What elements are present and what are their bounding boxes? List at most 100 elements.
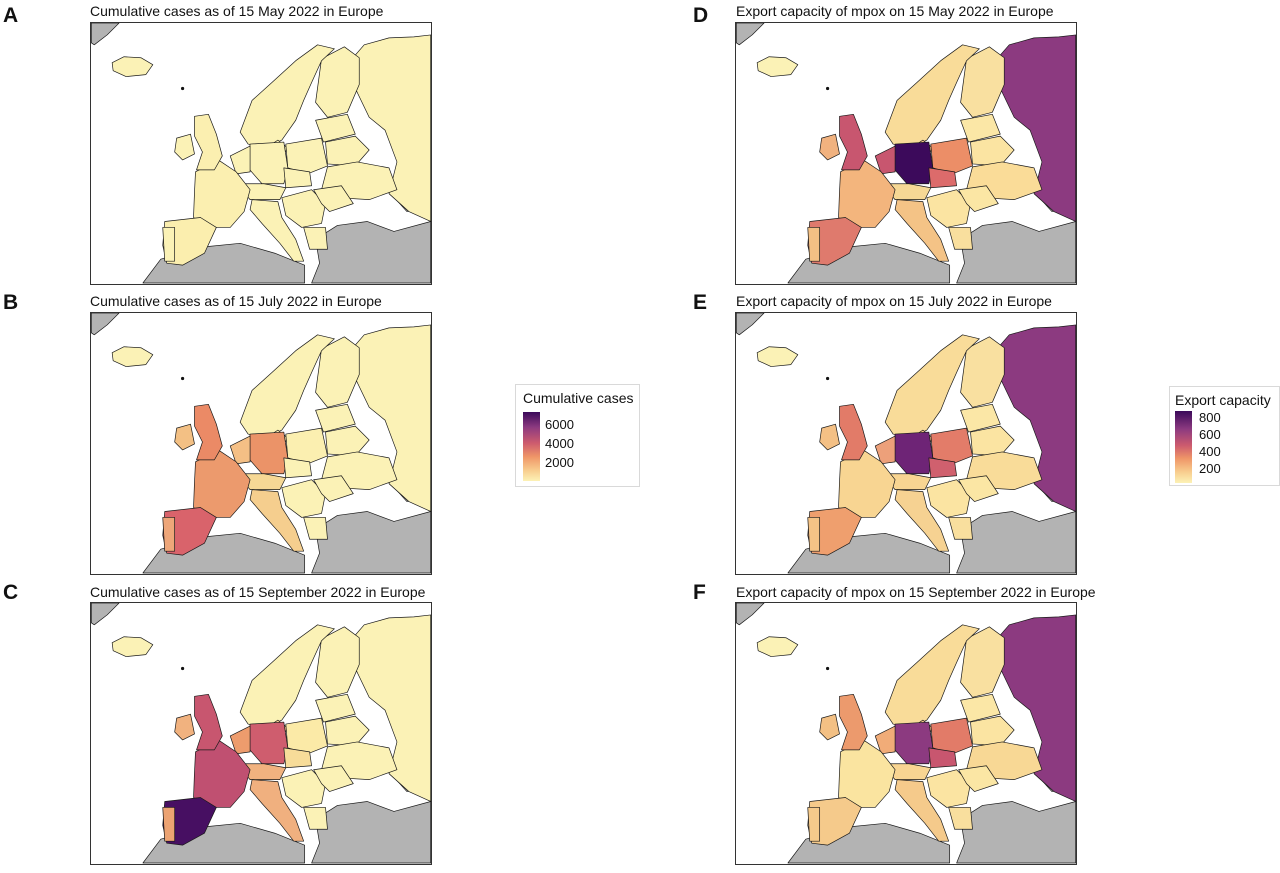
region-benelux bbox=[229, 145, 251, 175]
region-france bbox=[838, 159, 896, 228]
region-greece bbox=[948, 227, 973, 250]
legend-tick: 600 bbox=[1199, 427, 1221, 442]
panel-title-c: Cumulative cases as of 15 September 2022… bbox=[90, 584, 426, 600]
region-baltics bbox=[960, 403, 1001, 433]
europe-map bbox=[736, 603, 1076, 864]
region-romania bbox=[313, 765, 354, 792]
panel-title-d: Export capacity of mpox on 15 May 2022 i… bbox=[736, 3, 1054, 19]
region-greenland bbox=[736, 603, 765, 626]
region-iberia bbox=[807, 797, 862, 846]
panel-title-e: Export capacity of mpox on 15 July 2022 … bbox=[736, 293, 1052, 309]
region-belarus bbox=[970, 135, 1015, 167]
region-italy bbox=[894, 199, 950, 262]
region-balkans bbox=[281, 189, 326, 228]
region-baltics bbox=[315, 403, 356, 433]
region-balkans bbox=[281, 769, 326, 808]
region-benelux bbox=[229, 725, 251, 755]
panel-letter-d: D bbox=[693, 4, 709, 27]
faroe-islands bbox=[181, 86, 185, 91]
legend-colorbar bbox=[523, 412, 540, 481]
region-iberia bbox=[162, 507, 217, 556]
region-belarus bbox=[970, 715, 1015, 747]
region-benelux bbox=[229, 435, 251, 465]
region-greenland bbox=[736, 313, 765, 336]
region-czech bbox=[283, 747, 312, 769]
legend-tick: 2000 bbox=[545, 455, 574, 470]
region-greenland bbox=[91, 603, 120, 626]
region-france bbox=[838, 739, 896, 808]
region-portugal bbox=[162, 227, 176, 262]
legend-tick: 400 bbox=[1199, 444, 1221, 459]
map-panel-b bbox=[90, 312, 432, 575]
region-middle-east bbox=[956, 511, 1076, 574]
region-benelux bbox=[874, 725, 896, 755]
panel-letter-e: E bbox=[693, 291, 708, 314]
faroe-islands bbox=[181, 666, 185, 671]
region-uk bbox=[194, 113, 223, 171]
region-poland bbox=[285, 717, 328, 755]
region-czech bbox=[928, 167, 957, 189]
region-uk bbox=[839, 113, 868, 171]
faroe-islands bbox=[181, 376, 185, 381]
region-belarus bbox=[970, 425, 1015, 457]
region-balkans bbox=[281, 479, 326, 518]
region-ireland bbox=[174, 713, 195, 741]
region-russia bbox=[989, 34, 1076, 222]
region-middle-east bbox=[311, 511, 431, 574]
region-belarus bbox=[325, 715, 370, 747]
region-balkans bbox=[926, 769, 971, 808]
region-iceland bbox=[111, 636, 154, 657]
region-ireland bbox=[174, 423, 195, 451]
region-france bbox=[193, 159, 251, 228]
region-romania bbox=[313, 185, 354, 212]
legend-tick: 6000 bbox=[545, 417, 574, 432]
region-czech bbox=[283, 167, 312, 189]
region-ireland bbox=[174, 133, 195, 161]
region-balkans bbox=[926, 479, 971, 518]
europe-map bbox=[736, 313, 1076, 574]
region-italy bbox=[894, 489, 950, 552]
region-greenland bbox=[91, 23, 120, 46]
region-russia bbox=[344, 614, 431, 802]
region-baltics bbox=[315, 113, 356, 143]
panel-letter-c: C bbox=[3, 581, 19, 604]
region-middle-east bbox=[311, 221, 431, 284]
region-finland bbox=[315, 336, 360, 408]
panel-title-a: Cumulative cases as of 15 May 2022 in Eu… bbox=[90, 3, 384, 19]
region-iceland bbox=[756, 346, 799, 367]
region-uk bbox=[194, 403, 223, 461]
faroe-islands bbox=[826, 86, 830, 91]
region-russia bbox=[989, 614, 1076, 802]
region-finland bbox=[960, 626, 1005, 698]
panel-title-f: Export capacity of mpox on 15 September … bbox=[736, 584, 1096, 600]
region-portugal bbox=[162, 517, 176, 552]
region-poland bbox=[285, 427, 328, 465]
region-finland bbox=[315, 46, 360, 118]
legend-tick: 200 bbox=[1199, 461, 1221, 476]
region-balkans bbox=[926, 189, 971, 228]
region-iberia bbox=[807, 507, 862, 556]
region-greece bbox=[948, 517, 973, 540]
region-iceland bbox=[111, 346, 154, 367]
region-portugal bbox=[807, 227, 821, 262]
europe-map bbox=[91, 603, 431, 864]
region-ireland bbox=[819, 713, 840, 741]
region-france bbox=[193, 449, 251, 518]
region-finland bbox=[960, 336, 1005, 408]
map-panel-a bbox=[90, 22, 432, 285]
region-baltics bbox=[960, 113, 1001, 143]
region-belarus bbox=[325, 425, 370, 457]
region-baltics bbox=[315, 693, 356, 723]
region-france bbox=[838, 449, 896, 518]
region-greece bbox=[303, 227, 328, 250]
region-italy bbox=[894, 779, 950, 842]
legend-tick: 4000 bbox=[545, 436, 574, 451]
region-iberia bbox=[162, 217, 217, 266]
region-poland bbox=[930, 427, 973, 465]
region-ireland bbox=[819, 133, 840, 161]
region-poland bbox=[930, 717, 973, 755]
region-russia bbox=[344, 324, 431, 512]
panel-letter-a: A bbox=[3, 4, 19, 27]
legend-cumulative-cases: Cumulative cases 6000 4000 2000 bbox=[515, 384, 640, 487]
europe-map bbox=[91, 23, 431, 284]
